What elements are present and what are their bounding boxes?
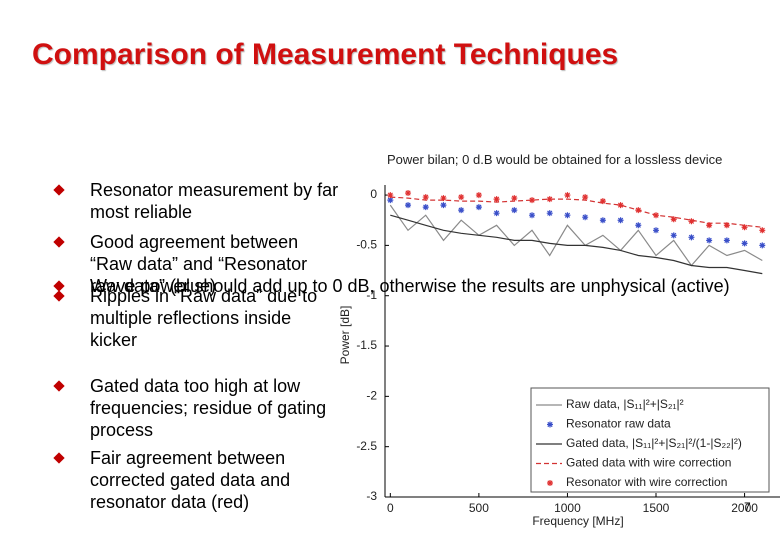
legend-label: Resonator raw data (566, 417, 671, 431)
data-marker (635, 222, 642, 229)
x-tick-label: 1000 (554, 501, 581, 515)
data-marker (670, 232, 677, 239)
data-line (390, 196, 763, 228)
data-marker (582, 194, 589, 201)
legend-label: Raw data, |S₁₁|²+|S₂₁|² (566, 397, 684, 411)
data-marker (475, 204, 482, 211)
data-marker (741, 240, 748, 247)
data-marker (511, 207, 518, 214)
data-marker (405, 190, 412, 197)
data-marker (387, 192, 394, 199)
data-marker (511, 195, 518, 202)
data-marker (458, 194, 465, 201)
data-marker (582, 214, 589, 221)
legend-box (530, 387, 770, 493)
bullet-text: Resonator measurement by far most reliab… (90, 180, 339, 222)
data-marker (387, 197, 394, 204)
y-tick-label: -0.5 (356, 238, 377, 252)
data-marker (475, 192, 482, 199)
data-marker (723, 222, 730, 229)
data-marker (546, 196, 553, 203)
y-tick-label: -1 (366, 288, 377, 302)
data-marker (617, 217, 624, 224)
data-marker (564, 192, 571, 199)
bullet-text: Ripples in “Raw data” due to multiple re… (90, 286, 318, 350)
bullet-text: Good agreement between “Raw data” and “R… (90, 232, 308, 296)
data-marker (458, 207, 465, 214)
legend-marker (547, 480, 553, 486)
data-line (389, 204, 763, 267)
legend-label: Gated data with wire correction (566, 456, 731, 470)
y-tick-label: -1.5 (356, 338, 377, 352)
y-tick-label: -3 (366, 489, 377, 503)
x-tick-label: 0 (387, 501, 394, 515)
data-marker (706, 222, 713, 229)
data-marker (653, 227, 660, 234)
slide-title: Comparison of Measurement Techniques (32, 38, 619, 71)
data-marker (688, 218, 695, 225)
data-marker (529, 212, 536, 219)
chart-annotation: Power bilan; 0 d.B would be obtained for… (387, 152, 723, 167)
x-tick-label: 1500 (643, 501, 670, 515)
data-marker (599, 198, 606, 205)
data-marker (422, 204, 429, 211)
data-marker (759, 227, 766, 234)
bullet-text: Wave power should add up to 0 dB, otherw… (90, 276, 730, 296)
data-line (390, 214, 763, 275)
data-marker (529, 197, 536, 204)
y-axis-label: Power [dB] (338, 306, 352, 365)
data-marker (599, 217, 606, 224)
data-marker (688, 234, 695, 241)
data-marker (546, 210, 553, 217)
data-marker (706, 237, 713, 244)
y-tick-label: -2.5 (356, 439, 377, 453)
data-marker (741, 224, 748, 231)
page-number: 7 (744, 500, 751, 514)
data-marker (493, 196, 500, 203)
y-tick-label: -2 (366, 389, 377, 403)
data-marker (759, 242, 766, 249)
bullet-text: Gated data too high at low frequencies; … (90, 376, 327, 440)
data-marker (653, 212, 660, 219)
data-marker (422, 194, 429, 201)
x-tick-label: 2000 (731, 501, 758, 515)
data-marker (405, 202, 412, 209)
legend-label: Resonator with wire correction (566, 475, 727, 489)
legend-marker (547, 421, 553, 428)
data-marker (670, 216, 677, 223)
x-tick-label: 500 (469, 501, 489, 515)
data-marker (617, 202, 624, 209)
data-marker (723, 237, 730, 244)
data-marker (493, 210, 500, 217)
data-marker (635, 207, 642, 214)
y-tick-label: 0 (370, 187, 377, 201)
bullet-text: Fair agreement between corrected gated d… (90, 448, 291, 512)
data-marker (564, 212, 571, 219)
data-marker (440, 195, 447, 202)
data-marker (440, 202, 447, 209)
x-axis-label: Frequency [MHz] (532, 514, 623, 528)
legend-label: Gated data, |S₁₁|²+|S₂₁|²/(1-|S₂₂|²) (566, 436, 742, 450)
